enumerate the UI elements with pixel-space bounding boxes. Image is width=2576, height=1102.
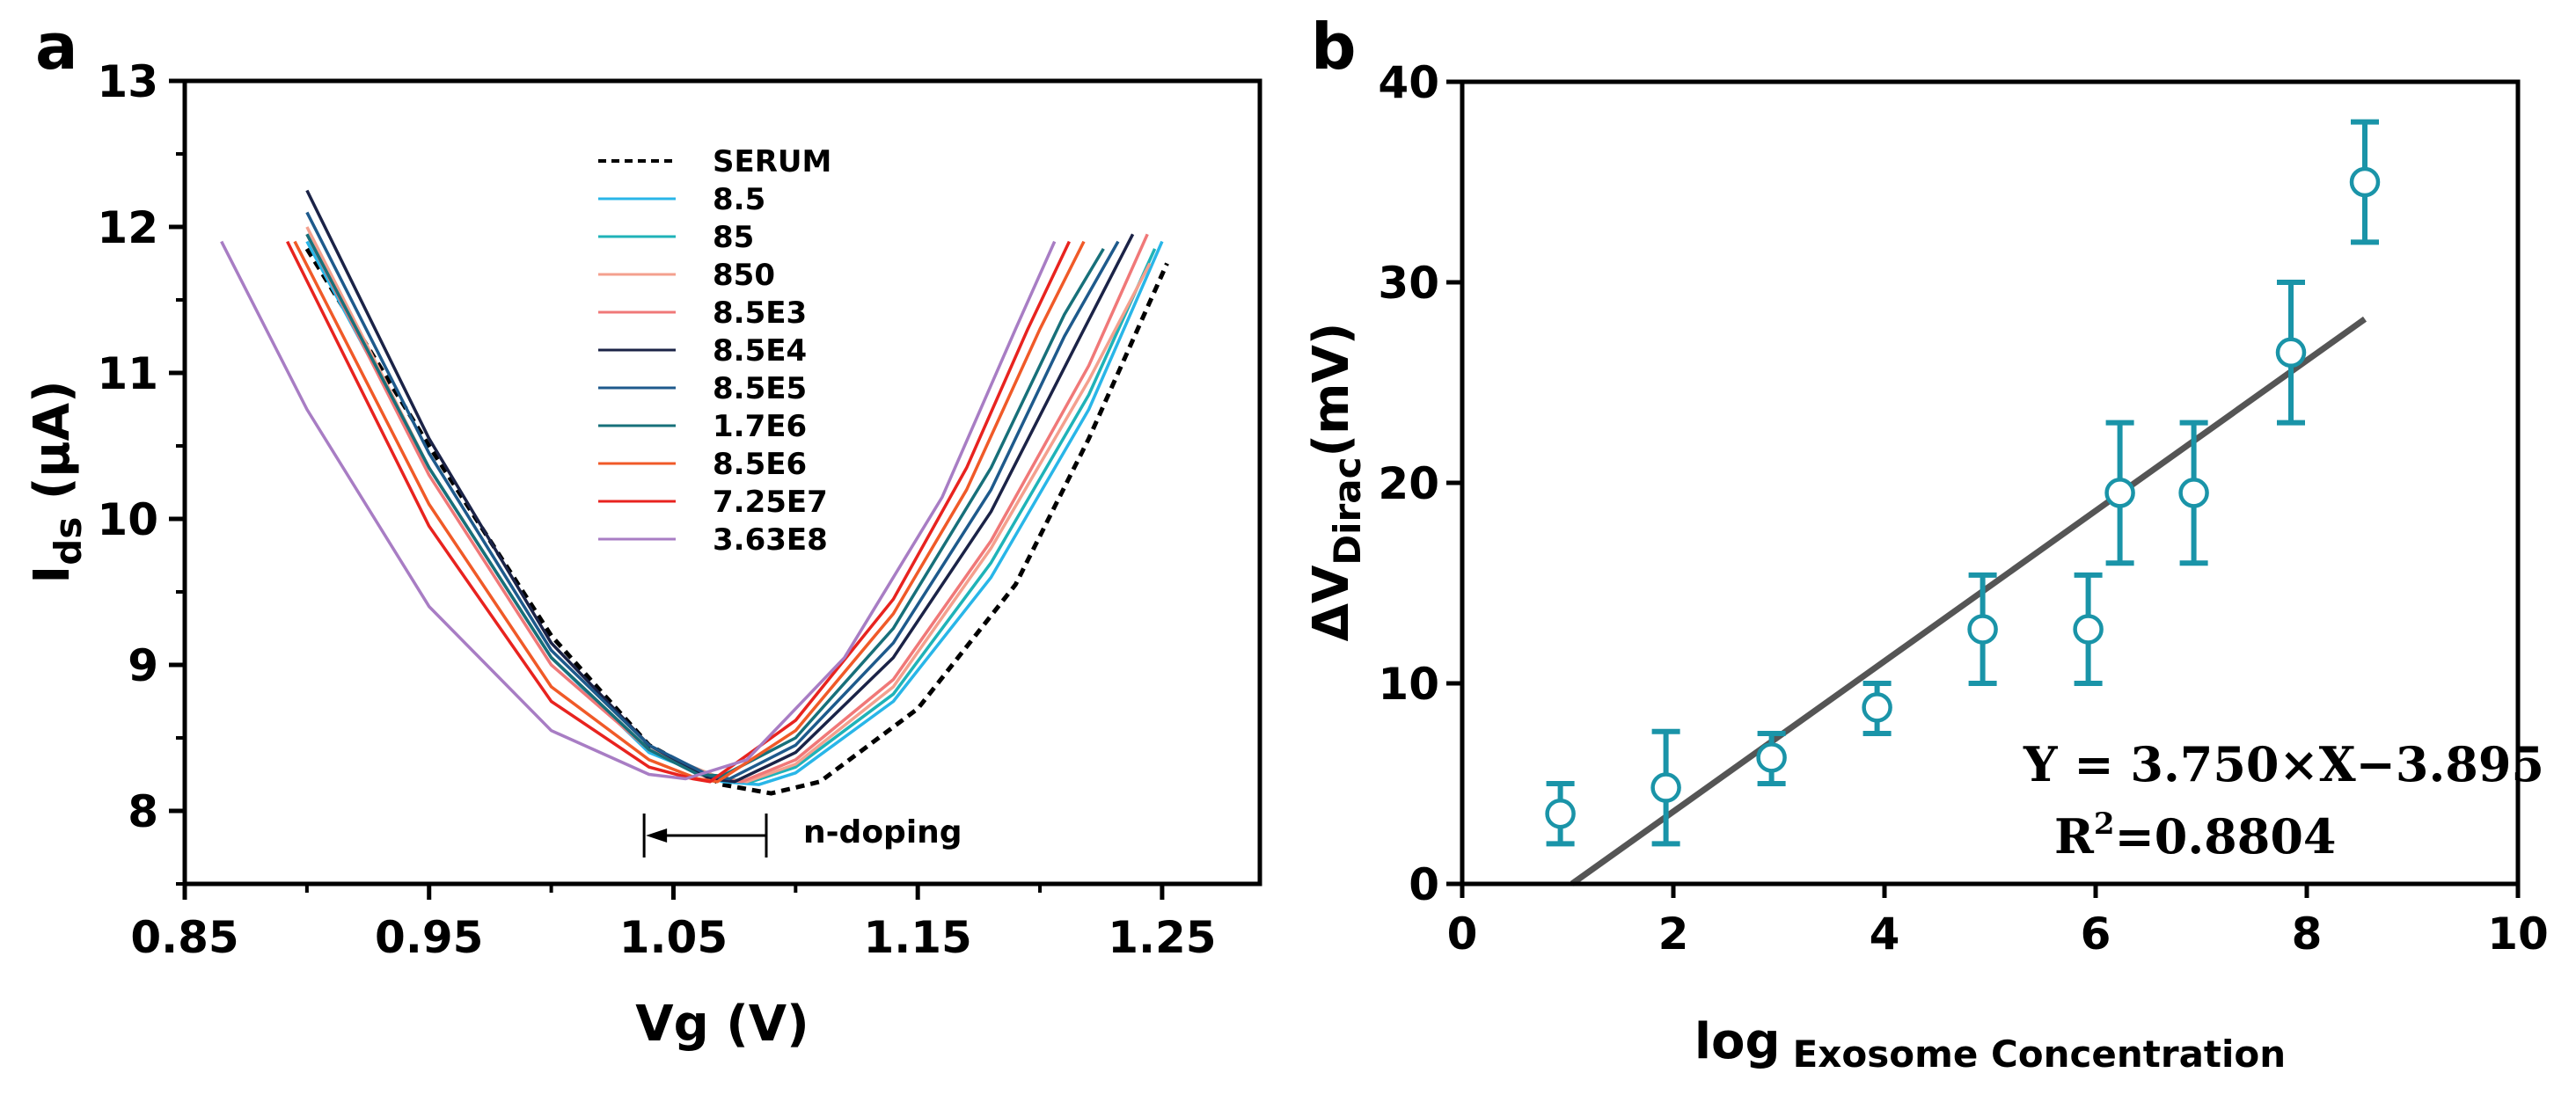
series-line-8-5e4 [305, 189, 1135, 784]
point-marker [1545, 798, 1576, 829]
y-tick-label: 11 [97, 348, 158, 399]
legend-label: 8.5E3 [713, 296, 807, 331]
panel-b-points [1545, 119, 2381, 847]
panel-a-y-axis-title-text: Ids (μA) [24, 380, 90, 583]
panel-b-y-axis-title-text: ΔVDirac(mV) [1303, 323, 1369, 642]
panel-a-series [220, 189, 1169, 796]
x-tick-label: 0.85 [130, 912, 238, 963]
legend-label: 8.5E4 [713, 333, 807, 369]
data-point [2349, 119, 2381, 245]
data-point [2275, 280, 2307, 426]
legend-label: 850 [713, 258, 775, 293]
legend-label: 7.25E7 [713, 485, 828, 520]
x-tick-label: 1.25 [1108, 912, 1216, 963]
series-line-8-5e6 [293, 240, 1086, 784]
panel-b-ticks: 0 2 4 6 8 10 0 10 20 30 40 [1378, 57, 2548, 960]
point-marker [2104, 478, 2135, 508]
data-point [2073, 572, 2104, 686]
x-tick-label: 1.15 [863, 912, 971, 963]
point-marker [2073, 614, 2104, 645]
fit-equation: Y = 3.750×X−3.895 [2023, 736, 2544, 792]
y-tick-label: 10 [97, 494, 158, 545]
n-doping-label: n-doping [803, 814, 962, 850]
series-line-3-63e8 [220, 240, 1057, 781]
y-tick-label: 12 [97, 202, 158, 253]
y-tick-label: 0 [1409, 859, 1439, 910]
data-point [1862, 681, 1892, 736]
y-tick-label: 10 [1378, 659, 1439, 710]
legend-label: 3.63E8 [713, 522, 828, 558]
data-point [2104, 420, 2135, 566]
point-marker [2178, 478, 2209, 508]
panel-a-label: a [35, 10, 78, 84]
data-point [1756, 731, 1787, 786]
legend-label: 1.7E6 [713, 409, 807, 444]
panel-b-x-axis-title: log Exosome Concentration [1694, 1013, 2286, 1076]
data-point [1650, 728, 1681, 847]
series-line-1-7e6 [305, 233, 1105, 777]
series-line-7-25e7 [286, 240, 1071, 784]
legend-label: SERUM [713, 144, 831, 179]
legend-label: 85 [713, 220, 754, 255]
y-tick-label: 40 [1378, 57, 1439, 108]
n-doping-annotation: n-doping [642, 814, 962, 858]
legend-label: 8.5E6 [713, 447, 807, 482]
x-tick-label: 0.95 [375, 912, 483, 963]
y-tick-label: 20 [1378, 458, 1439, 509]
point-marker [1862, 692, 1892, 723]
panel-a-x-axis-title: Vg (V) [635, 996, 809, 1053]
x-tick-label: 1.05 [619, 912, 728, 963]
x-tick-label: 0 [1447, 909, 1478, 960]
series-line-8-5e3 [305, 233, 1149, 784]
legend-label: 8.5E5 [713, 371, 807, 406]
legend-label: 8.5 [713, 182, 765, 217]
panel-b-label: b [1311, 10, 1357, 84]
fit-line [1570, 316, 2367, 887]
y-tick-label: 13 [97, 56, 158, 107]
panel-b-y-axis-title: ΔVDirac(mV) [1303, 323, 1369, 642]
r-squared: R2=0.8804 [2054, 806, 2336, 865]
point-marker [1756, 742, 1787, 773]
data-point [2178, 420, 2209, 566]
data-point [1545, 781, 1576, 847]
y-tick-label: 9 [128, 640, 158, 691]
panel-a-ticks: 0.85 0.95 1.05 1.15 1.25 8 9 10 11 12 13 [97, 56, 1216, 963]
x-tick-label: 6 [2081, 909, 2111, 960]
x-tick-label: 8 [2292, 909, 2323, 960]
y-tick-label: 8 [128, 786, 158, 837]
point-marker [1650, 772, 1681, 803]
panel-b-fit-group [1570, 316, 2367, 887]
panel-b: b 0 2 4 6 8 10 0 10 20 30 40 Y = 3.750×X−3.895 R2=… [1303, 10, 2549, 1076]
data-point [1967, 572, 1998, 686]
x-tick-label: 4 [1870, 909, 1900, 960]
panel-a-legend: SERUM8.5858508.5E38.5E48.5E51.7E68.5E67.… [598, 144, 831, 558]
point-marker [2349, 166, 2381, 198]
y-tick-label: 30 [1378, 258, 1439, 309]
point-marker [2275, 337, 2307, 369]
panel-a-plot-frame [182, 78, 1262, 887]
n-doping-arrow-head [646, 828, 668, 843]
x-tick-label: 2 [1658, 909, 1689, 960]
point-marker [1967, 614, 1998, 645]
series-line-8-5e5 [305, 211, 1120, 781]
panel-a-y-axis-title: Ids (μA) [24, 380, 90, 583]
x-tick-label: 10 [2487, 909, 2549, 960]
